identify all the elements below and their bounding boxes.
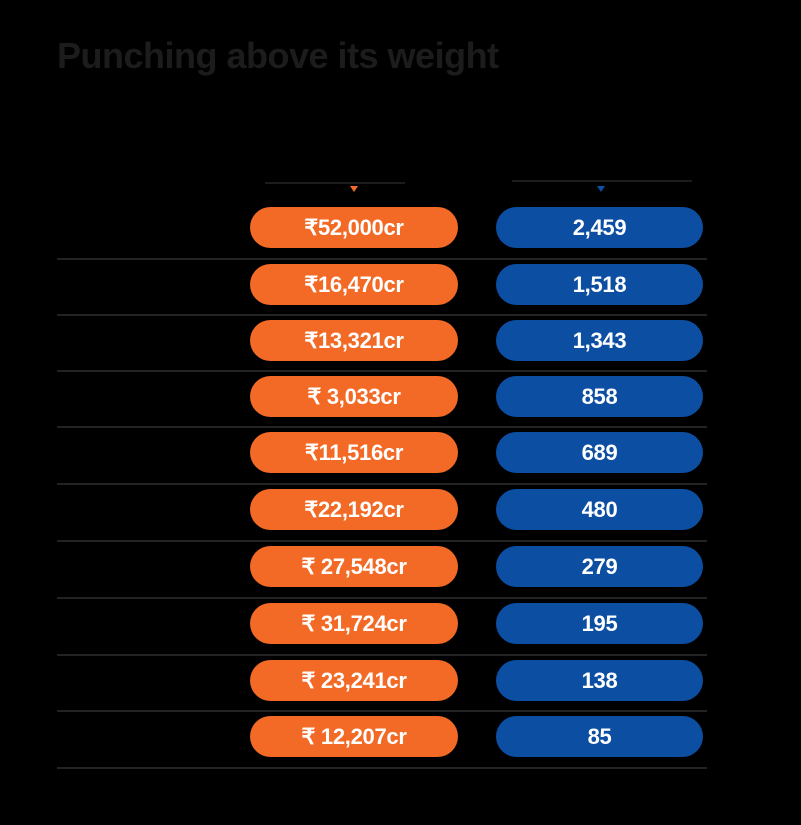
table-row: ₹ 12,207cr 85: [57, 710, 707, 767]
table-row: ₹ 3,033cr 858: [57, 370, 707, 427]
orange-value-pill: ₹22,192cr: [250, 489, 458, 530]
blue-value-pill: 689: [496, 432, 703, 473]
blue-value-pill: 1,343: [496, 320, 703, 361]
orange-value-pill: ₹ 27,548cr: [250, 546, 458, 587]
row-divider: [57, 654, 707, 656]
chart-title: Punching above its weight: [57, 35, 499, 76]
blue-value-pill: 480: [496, 489, 703, 530]
orange-value-pill: ₹13,321cr: [250, 320, 458, 361]
blue-value-pill: 2,459: [496, 207, 703, 248]
orange-value-pill: ₹ 12,207cr: [250, 716, 458, 757]
table-row: ₹11,516cr 689: [57, 426, 707, 483]
blue-value-pill: 195: [496, 603, 703, 644]
row-divider: [57, 710, 707, 712]
row-divider: [57, 483, 707, 485]
orange-value-pill: ₹ 31,724cr: [250, 603, 458, 644]
row-divider: [57, 370, 707, 372]
blue-value-pill: 858: [496, 376, 703, 417]
table-row: ₹ 27,548cr 279: [57, 540, 707, 597]
blue-marker-icon: [597, 186, 605, 192]
row-divider: [57, 314, 707, 316]
orange-value-pill: ₹ 3,033cr: [250, 376, 458, 417]
table-row: ₹ 31,724cr 195: [57, 597, 707, 654]
table-row: ₹ 23,241cr 138: [57, 654, 707, 711]
row-divider: [57, 426, 707, 428]
orange-value-pill: ₹11,516cr: [250, 432, 458, 473]
table-row: ₹52,000cr 2,459: [57, 201, 707, 258]
row-divider: [57, 258, 707, 260]
table-row: ₹22,192cr 480: [57, 483, 707, 540]
blue-header-underline: [512, 180, 692, 182]
blue-value-pill: 1,518: [496, 264, 703, 305]
blue-value-pill: 85: [496, 716, 703, 757]
orange-marker-icon: [350, 186, 358, 192]
row-divider: [57, 597, 707, 599]
orange-value-pill: ₹52,000cr: [250, 207, 458, 248]
table-row: ₹13,321cr 1,343: [57, 314, 707, 371]
blue-value-pill: 138: [496, 660, 703, 701]
table-row: ₹16,470cr 1,518: [57, 258, 707, 315]
orange-value-pill: ₹ 23,241cr: [250, 660, 458, 701]
orange-value-pill: ₹16,470cr: [250, 264, 458, 305]
table-bottom-divider: [57, 767, 707, 769]
row-divider: [57, 540, 707, 542]
orange-header-underline: [265, 182, 405, 184]
blue-value-pill: 279: [496, 546, 703, 587]
